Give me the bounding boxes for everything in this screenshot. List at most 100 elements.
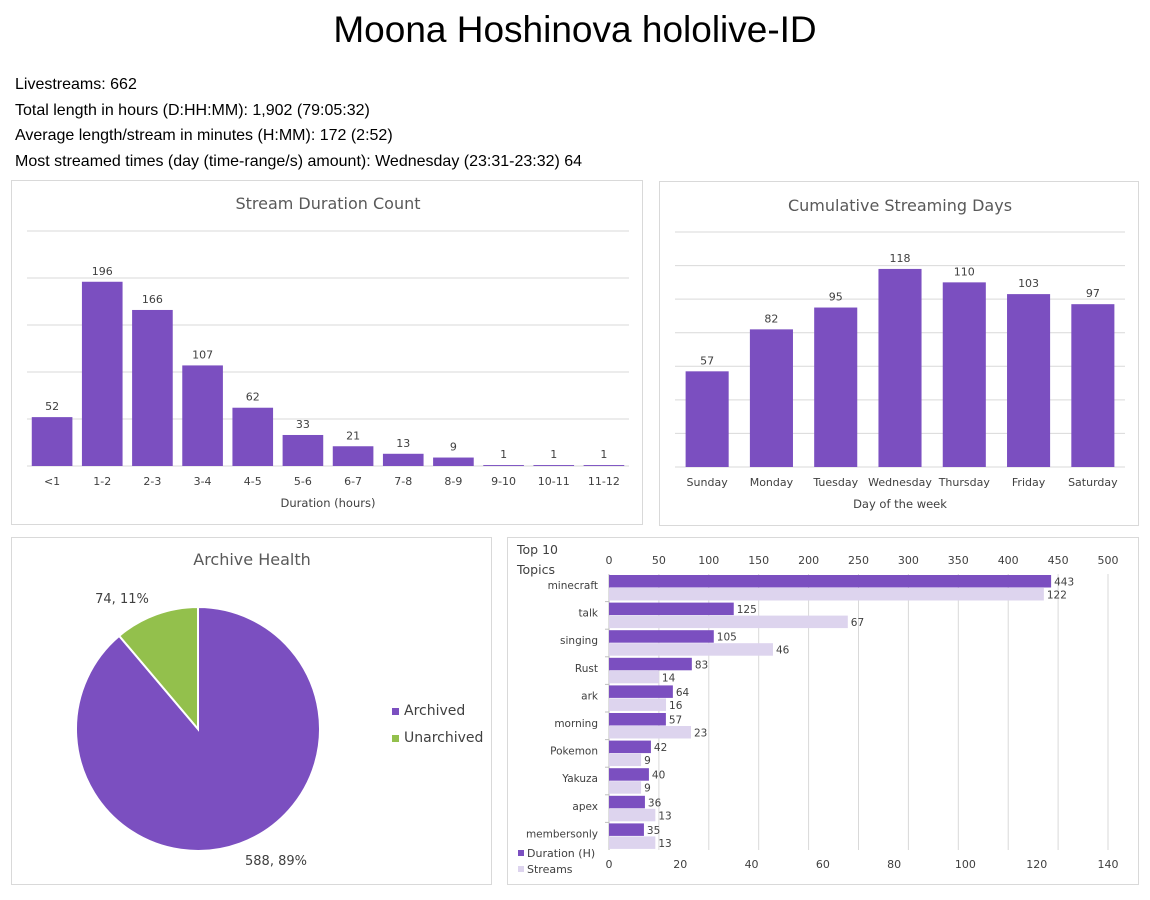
days-tick-label-saturday: Saturday — [1068, 476, 1118, 489]
archive-health-svg: Archive Health 588, 89% 74, 11% Archived Una… — [75, 550, 483, 869]
duration-value-label-5-6: 33 — [296, 418, 310, 431]
duration-value-label-11-12: 1 — [600, 448, 607, 461]
streaming-days-svg: Cumulative Streaming Days 57 Sunday 82 Monda… — [675, 196, 1125, 511]
days-bar-saturday — [1071, 304, 1115, 467]
topics-bar-duration-talk — [609, 602, 734, 616]
duration-xlabel: Duration (hours) — [281, 496, 376, 510]
duration-bar-10-11 — [533, 465, 575, 466]
topics-bottom-tick-0: 0 — [606, 858, 613, 871]
topics-bar-duration-membersonly — [609, 823, 644, 836]
duration-tick-label-8-9: 8-9 — [444, 475, 462, 488]
stat-most-streamed: Most streamed times (day (time-range/s) … — [15, 153, 583, 171]
topics-bar-duration-yakuza — [609, 768, 649, 781]
topics-value-duration-rust: 83 — [695, 659, 708, 671]
duration-bar-1 — [31, 417, 73, 466]
topics-bar-streams-talk — [609, 615, 848, 629]
topics-bar-streams-apex — [609, 808, 656, 822]
topics-bottom-tick-40: 40 — [745, 858, 759, 871]
topics-value-streams-rust: 14 — [662, 672, 676, 684]
duration-tick-label-4-5: 4-5 — [244, 475, 262, 488]
days-bar-sunday — [685, 371, 729, 467]
topics-value-streams-yakuza: 9 — [644, 783, 651, 795]
duration-value-label-1-2: 196 — [92, 265, 113, 278]
duration-tick-label-3-4: 3-4 — [194, 475, 212, 488]
topics-category-label-singing: singing — [560, 635, 598, 647]
topics-category-label-rust: Rust — [575, 663, 598, 675]
topics-bottom-tick-140: 140 — [1098, 858, 1119, 871]
topics-title: Top 10 — [516, 542, 558, 557]
topics-bar-streams-minecraft — [609, 588, 1044, 601]
duration-tick-label-1: <1 — [44, 475, 60, 488]
topics-top-tick-500: 500 — [1098, 554, 1119, 567]
archive-health-chart: Archive Health 588, 89% 74, 11% Archived Una… — [11, 537, 492, 885]
topics-legend-swatch-streams — [518, 866, 524, 872]
topics-category-label-minecraft: minecraft — [548, 580, 598, 592]
days-tick-label-monday: Monday — [750, 476, 794, 489]
duration-tick-label-7-8: 7-8 — [394, 475, 412, 488]
duration-bar-3-4 — [182, 365, 223, 466]
topics-value-duration-membersonly: 35 — [647, 825, 660, 837]
duration-tick-label-9-10: 9-10 — [491, 475, 516, 488]
duration-bar-5-6 — [282, 434, 324, 466]
topics-category-label-apex: apex — [572, 801, 598, 813]
days-bar-thursday — [942, 282, 986, 467]
page-title: Moona Hoshinova hololive-ID — [333, 9, 817, 50]
days-value-label-wednesday: 118 — [890, 252, 911, 265]
duration-value-label-6-7: 21 — [346, 429, 360, 442]
topics-value-duration-ark: 64 — [676, 687, 690, 699]
duration-value-label-2-3: 166 — [142, 293, 163, 306]
top-topics-chart: Top 10 Topics 0 50 100 150 200 250 300 350 400 450 5… — [507, 537, 1139, 885]
duration-tick-label-11-12: 11-12 — [588, 475, 620, 488]
days-bar-monday — [749, 329, 793, 467]
duration-bar-9-10 — [483, 465, 524, 466]
topics-value-streams-singing: 46 — [776, 645, 790, 657]
duration-value-label-7-8: 13 — [396, 437, 410, 450]
topics-value-streams-talk: 67 — [851, 617, 864, 629]
topics-value-duration-apex: 36 — [648, 797, 662, 809]
stat-total-length: Total length in hours (D:HH:MM): 1,902 (… — [15, 101, 370, 119]
topics-value-streams-pokemon: 9 — [644, 755, 651, 767]
topics-category-label-membersonly: membersonly — [526, 828, 598, 840]
topics-category-label-pokemon: Pokemon — [550, 746, 598, 758]
duration-tick-label-6-7: 6-7 — [344, 475, 362, 488]
duration-bar-1-2 — [81, 281, 123, 466]
topics-value-duration-morning: 57 — [669, 715, 682, 727]
topics-top-tick-450: 450 — [1048, 554, 1069, 567]
duration-bar-8-9 — [433, 457, 474, 466]
topics-bar-duration-ark — [609, 685, 673, 698]
topics-bar-duration-minecraft — [609, 575, 1052, 588]
topics-legend-label-duration: Duration (H) — [527, 847, 595, 860]
duration-tick-label-5-6: 5-6 — [294, 475, 312, 488]
legend-label-archived: Archived — [404, 703, 465, 719]
topics-top-tick-400: 400 — [998, 554, 1019, 567]
topics-bar-duration-pokemon — [609, 740, 651, 754]
topics-category-label-ark: ark — [581, 690, 599, 702]
topics-value-duration-singing: 105 — [717, 632, 737, 644]
duration-tick-label-2-3: 2-3 — [143, 475, 161, 488]
stream-duration-chart: Stream Duration Count 52 <1 196 1-2 166 2-3 107… — [11, 180, 643, 525]
topics-value-streams-morning: 23 — [694, 728, 707, 740]
stat-average-length: Average length/stream in minutes (H:MM):… — [15, 127, 393, 145]
topics-top-tick-100: 100 — [698, 554, 719, 567]
topics-bar-duration-morning — [609, 713, 666, 726]
topics-bottom-tick-20: 20 — [673, 858, 687, 871]
topics-top-tick-200: 200 — [798, 554, 819, 567]
days-tick-label-thursday: Thursday — [938, 476, 991, 489]
topics-bar-streams-rust — [609, 670, 659, 684]
topics-bar-streams-membersonly — [609, 836, 656, 849]
duration-title: Stream Duration Count — [235, 194, 420, 213]
days-xlabel: Day of the week — [853, 497, 947, 511]
topics-title-line2: Topics — [516, 562, 555, 577]
days-bar-friday — [1007, 294, 1051, 467]
topics-bottom-tick-120: 120 — [1026, 858, 1047, 871]
stream-duration-svg: Stream Duration Count 52 <1 196 1-2 166 2-3 107… — [27, 194, 629, 510]
topics-bar-streams-ark — [609, 698, 667, 711]
streaming-days-chart: Cumulative Streaming Days 57 Sunday 82 Monda… — [659, 181, 1139, 526]
duration-value-label-9-10: 1 — [500, 448, 507, 461]
topics-bar-streams-yakuza — [609, 781, 642, 794]
days-bar-tuesday — [814, 307, 858, 467]
topics-value-streams-apex: 13 — [658, 810, 671, 822]
topics-bar-duration-apex — [609, 795, 645, 809]
duration-tick-label-10-11: 10-11 — [538, 475, 570, 488]
